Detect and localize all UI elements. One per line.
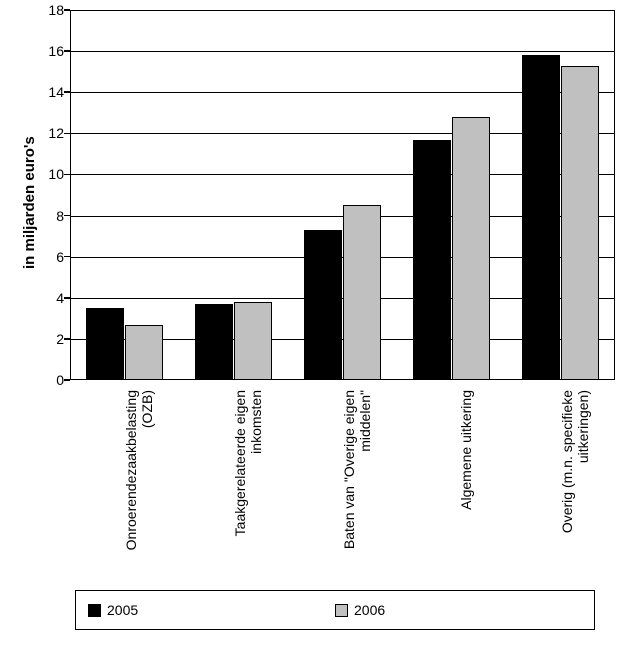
x-tick-label-line: Taakgerelateerde eigen [232, 390, 248, 536]
bar [195, 304, 233, 380]
x-tick-label: Baten van "Overige eigenmiddelen" [341, 390, 373, 549]
legend-item: 2005 [88, 602, 335, 618]
bar [343, 205, 381, 380]
x-tick-label: Overig (m.n. specifiekeuitkeringen) [559, 390, 591, 533]
y-tick-mark [64, 91, 70, 93]
y-tick-mark [64, 338, 70, 340]
y-tick-mark [64, 256, 70, 258]
y-tick-mark [64, 379, 70, 381]
bar [86, 308, 124, 380]
x-tick-label-line: Onroerendezaakbelasting [123, 390, 139, 550]
bar [304, 230, 342, 380]
x-tick-label-line: Overig (m.n. specifieke [559, 390, 575, 533]
chart-container: 024681012141618 in miljarden euro's 2005… [0, 0, 635, 646]
y-tick-mark [64, 50, 70, 52]
legend: 2005 2006 [75, 590, 595, 630]
x-tick-label: Onroerendezaakbelasting(OZB) [123, 390, 155, 550]
x-tick-label-line: Baten van "Overige eigen [341, 390, 357, 549]
bar [234, 302, 272, 380]
y-axis-label: in miljarden euro's [21, 136, 38, 269]
plot-area: 024681012141618 [70, 10, 615, 380]
legend-item: 2006 [335, 602, 582, 618]
x-tick-label-line: middelen" [357, 390, 373, 549]
legend-label: 2005 [107, 602, 138, 618]
x-tick-label: Algemene uitkering [458, 390, 474, 510]
x-tick-label-line: uitkeringen) [575, 390, 591, 533]
y-tick-mark [64, 297, 70, 299]
legend-label: 2006 [354, 602, 385, 618]
bar [452, 117, 490, 380]
bar [561, 66, 599, 381]
y-tick-mark [64, 215, 70, 217]
y-tick-mark [64, 9, 70, 11]
bar [522, 55, 560, 380]
bar [125, 325, 163, 381]
x-tick-label: Taakgerelateerde eigeninkomsten [232, 390, 264, 536]
x-tick-label-line: inkomsten [248, 390, 264, 536]
legend-swatch [335, 604, 348, 617]
gridline [70, 51, 615, 52]
bar [413, 140, 451, 381]
x-tick-label-line: Algemene uitkering [458, 390, 474, 510]
y-tick-mark [64, 133, 70, 135]
y-tick-mark [64, 174, 70, 176]
legend-swatch [88, 604, 101, 617]
x-tick-label-line: (OZB) [139, 390, 155, 550]
